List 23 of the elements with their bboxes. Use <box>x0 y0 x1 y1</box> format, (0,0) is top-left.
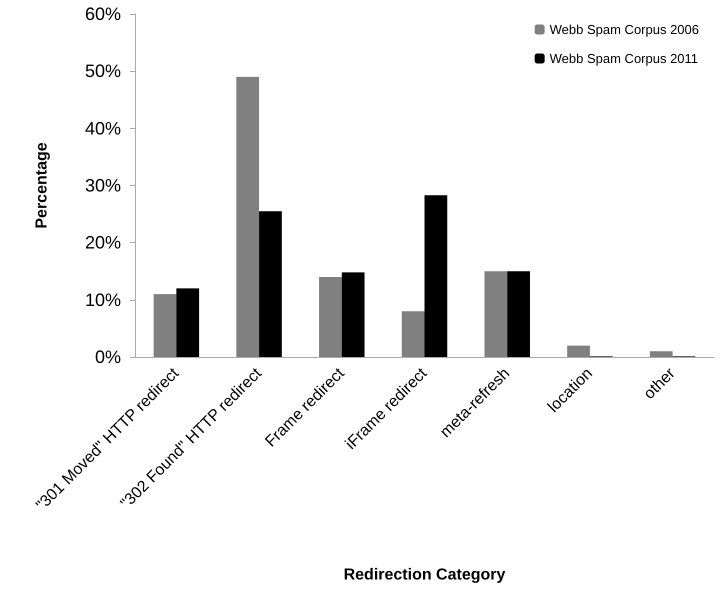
legend-label: Webb Spam Corpus 2006 <box>550 22 700 37</box>
bar <box>424 195 448 357</box>
bar <box>402 311 424 357</box>
bar <box>259 211 282 357</box>
y-tick-label: 0% <box>94 347 121 367</box>
y-tick-label: 50% <box>84 61 121 82</box>
bar <box>567 346 590 357</box>
bar <box>507 271 530 357</box>
bar <box>650 351 673 357</box>
bar <box>484 271 508 357</box>
bar <box>319 276 342 357</box>
y-tick-label: 40% <box>84 118 121 138</box>
y-tick-label: 60% <box>84 4 121 24</box>
bar <box>176 288 200 357</box>
bar <box>342 272 365 357</box>
y-axis-title: Percentage <box>34 142 50 229</box>
legend-label: Webb Spam Corpus 2011 <box>550 51 698 66</box>
bar <box>154 294 176 357</box>
bar <box>236 76 260 357</box>
y-tick-label: 20% <box>84 232 121 253</box>
y-tick-label: 10% <box>84 290 121 310</box>
y-tick-label: 30% <box>84 176 121 196</box>
x-axis-title: Redirection Category <box>344 566 506 584</box>
